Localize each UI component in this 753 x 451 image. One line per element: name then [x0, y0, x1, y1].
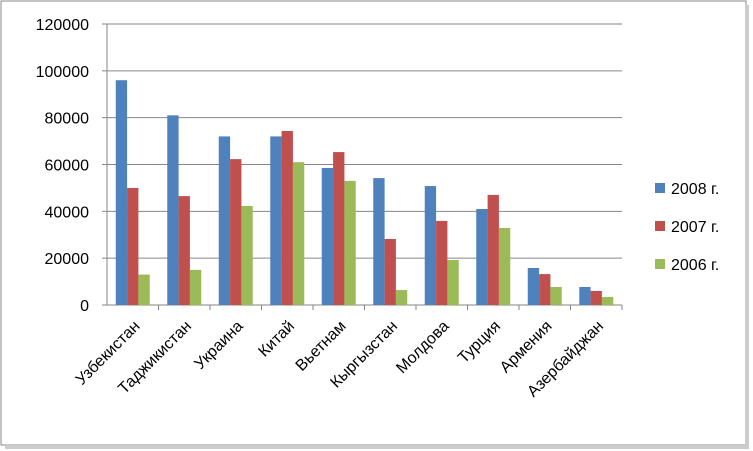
- y-tick-label: 100000: [36, 64, 89, 81]
- bar: [218, 136, 231, 305]
- bar: [436, 220, 448, 305]
- bar: [241, 205, 253, 305]
- bar: [601, 297, 614, 305]
- legend-label: 2006 г.: [671, 257, 719, 274]
- legend-swatch: [655, 259, 665, 269]
- bar: [321, 168, 334, 305]
- y-tick-label: 120000: [36, 17, 89, 34]
- y-tick-label: 60000: [45, 158, 90, 175]
- bar: [539, 274, 551, 305]
- legend-label: 2008 г.: [671, 181, 719, 198]
- bar: [333, 152, 345, 305]
- y-tick-label: 0: [80, 298, 89, 315]
- bar: [424, 186, 437, 305]
- bar: [498, 227, 511, 305]
- bar: [447, 260, 459, 305]
- y-tick-label: 40000: [45, 204, 90, 221]
- bar: [138, 274, 150, 305]
- bar: [127, 187, 139, 305]
- bar: [487, 194, 499, 305]
- bar: [230, 159, 242, 305]
- bar: [281, 131, 293, 305]
- legend-label: 2007 г.: [671, 219, 719, 236]
- bar: [384, 238, 396, 305]
- bar: [579, 286, 591, 305]
- bar: [189, 269, 202, 305]
- bar: [395, 290, 408, 305]
- bar: [270, 136, 282, 305]
- legend-swatch: [655, 183, 665, 193]
- bar: [373, 178, 385, 305]
- bar: [292, 162, 305, 305]
- y-tick-label: 20000: [45, 251, 90, 268]
- bar: [476, 208, 488, 305]
- bar: [590, 290, 602, 305]
- bar: [550, 286, 562, 305]
- bar: [115, 80, 128, 305]
- bar: [178, 196, 190, 305]
- bar: [527, 268, 540, 305]
- legend-swatch: [655, 221, 665, 231]
- y-tick-label: 80000: [45, 111, 90, 128]
- bar: [344, 180, 356, 305]
- bar: [167, 115, 179, 305]
